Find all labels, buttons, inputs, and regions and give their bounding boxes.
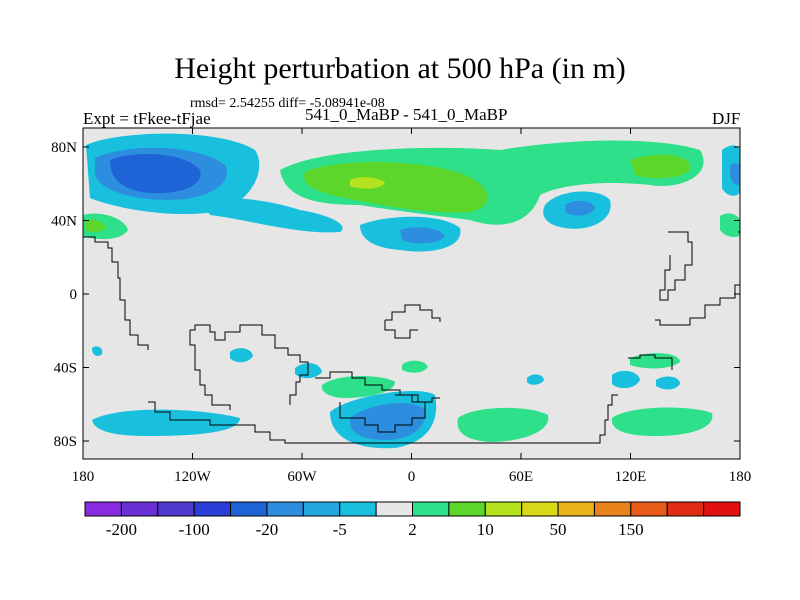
contour-negative-pacific-center [110,154,201,194]
contour-negative-south-pacific [92,409,240,436]
colorbar-swatch [120,501,159,517]
lat-tick-label: 40N [51,214,77,230]
colorbar-swatch [703,501,741,517]
contour-positive-north-inner [304,161,488,213]
contour-positive-south-ind [611,407,713,436]
coastline-indonesia [655,231,740,326]
colorbar-swatch [593,501,632,517]
colorbar-swatch [157,501,195,517]
lon-tick-label: 180 [72,469,95,485]
contour-negative-south-east2 [656,376,680,390]
colorbar-label: 50 [550,520,567,539]
case-label: 541_0_MaBP - 541_0_MaBP [305,105,508,124]
colorbar-swatch [230,501,268,517]
colorbar-label: -200 [106,520,137,539]
season-label: DJF [712,109,741,128]
contour-negative-far-east-core [730,163,740,185]
contour-negative-small-west [92,346,103,356]
colorbar-swatch [84,501,122,517]
contour-positive-east-edge [720,213,740,237]
colorbar-label: -5 [333,520,347,539]
experiment-label: Expt = tFkee-tFjae [83,109,211,128]
lon-tick-label: 120E [615,469,647,485]
contour-positive-north-east [630,154,691,179]
coastlines [83,231,740,444]
contour-positive-south-atl [457,407,549,442]
contour-negative-east-core [565,200,595,216]
colorbar-label: -100 [179,520,210,539]
colorbar-swatch [193,501,232,517]
contour-negative-antarctic-core [349,403,426,440]
colorbar-swatch [339,501,377,517]
lat-tick-label: 40S [54,361,77,377]
lon-tick-label: 120W [174,469,212,485]
colorbar-swatch [484,501,523,517]
colorbar-label: 150 [618,520,644,539]
lon-tick-label: 180 [729,469,752,485]
contour-negative-small-sa [230,348,253,363]
colorbar-swatch [302,501,341,517]
plot-title: Height perturbation at 500 hPa (in m) [174,52,626,85]
contour-negative-west-mid [200,198,343,233]
contour-positive-small-south [402,360,428,373]
lat-tick-label: 0 [70,287,78,303]
longitude-axis: 180 120W 60W 0 60E 120E 180 [72,128,752,485]
colorbar-swatch [666,501,705,517]
contour-fields [83,133,740,449]
coastline-south-america [190,324,309,405]
coastline-australia [628,354,673,370]
colorbar-label: 2 [408,520,417,539]
contour-negative-asia-core [400,227,445,244]
lon-tick-label: 0 [408,469,416,485]
contour-negative-small-south [527,374,544,385]
coastline-north-america [83,236,149,350]
colorbar-swatch [521,501,559,517]
colorbar-swatch [412,501,450,517]
colorbar-label: -20 [256,520,279,539]
coastline-africa-2 [384,320,418,339]
colorbar: -200 -100 -20 -5 2 10 50 150 [84,501,741,539]
latitude-axis: 80N 40N 0 40S 80S [51,140,740,450]
colorbar-swatch [375,501,414,517]
lat-tick-label: 80S [54,434,77,450]
contour-positive-small-sa [321,376,395,398]
coastline-antarctica [148,394,618,444]
coastline-africa [385,304,441,322]
stats-label: rmsd= 2.54255 diff= -5.08941e-08 [190,96,385,111]
lat-tick-label: 80N [51,140,77,156]
contour-positive-north-core [350,177,385,189]
coastline-south-america-west [189,330,231,410]
colorbar-swatch [266,501,304,517]
lon-tick-label: 60E [509,469,533,485]
colorbar-swatch [557,501,595,517]
colorbar-swatch [448,501,486,517]
coastline-asia-east [659,231,693,301]
colorbar-label: 10 [477,520,494,539]
coastline-antarctic-peninsula [339,394,426,433]
contour-positive-west-core [85,219,106,233]
lon-tick-label: 60W [287,469,317,485]
contour-negative-south-east [612,370,640,389]
contour-positive-south-east [630,353,680,369]
colorbar-swatch [630,501,668,517]
